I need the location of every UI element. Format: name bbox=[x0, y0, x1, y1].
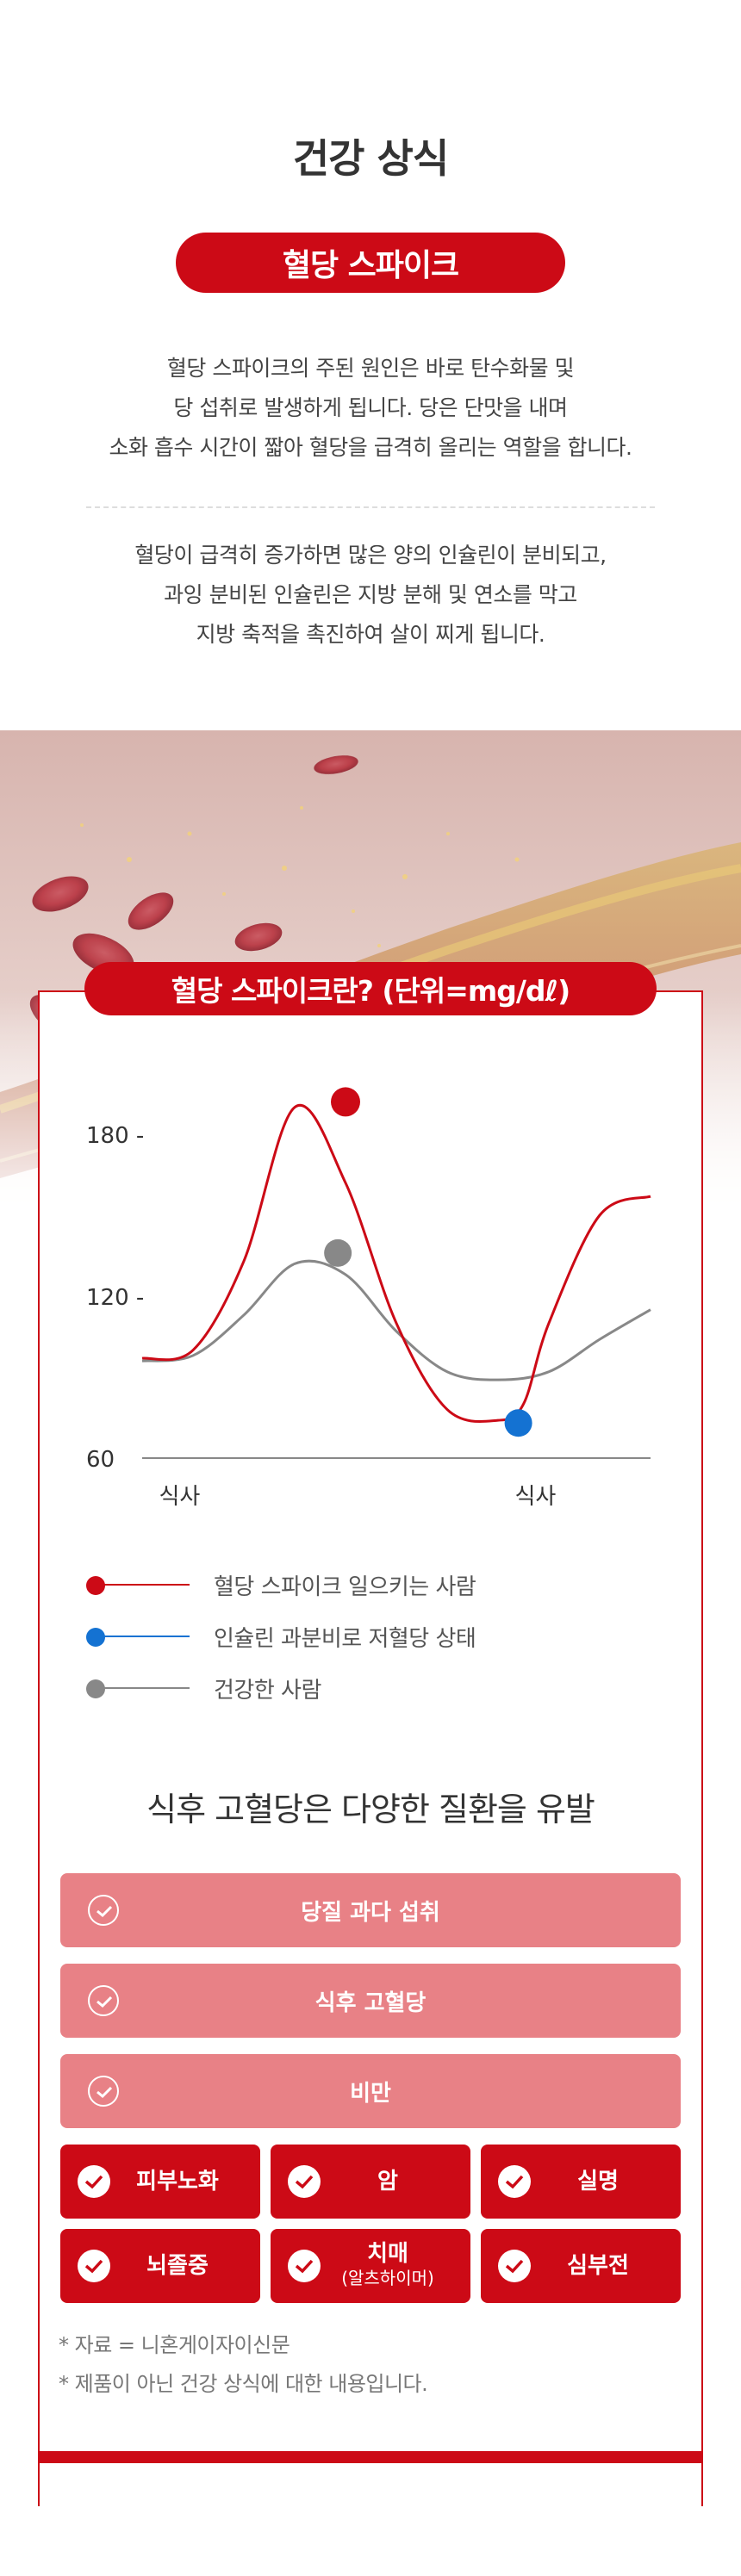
cause-label: 당질 과다 섭취 bbox=[301, 1899, 440, 1926]
chart-legend: 혈당 스파이크 일으키는 사람 인슐린 과분비로 저혈당 상태 건강한 사람 bbox=[86, 1559, 476, 1714]
intro-line: 당 섭취로 발생하게 됩니다. 당은 단맛을 내며 bbox=[173, 395, 568, 420]
condition-label-group: 치매 (알츠하이머) bbox=[341, 2242, 434, 2290]
legend-item-spike: 혈당 스파이크 일으키는 사람 bbox=[86, 1559, 476, 1611]
topic-label: 혈당 스파이크 bbox=[282, 248, 459, 283]
condition-sublabel: (알츠하이머) bbox=[341, 2268, 434, 2288]
series-line-healthy bbox=[141, 1259, 651, 1381]
chart-title: 혈당 스파이크란? (단위=mg/dℓ) bbox=[171, 974, 570, 1008]
intro-paragraph-1: 혈당 스파이크의 주된 원인은 바로 탄수화물 및 당 섭취로 발생하게 됩니다… bbox=[0, 349, 741, 468]
condition-item: 실명 bbox=[481, 2145, 681, 2219]
y-tick-label: 180 - bbox=[86, 1123, 144, 1149]
condition-item: 치매 (알츠하이머) bbox=[271, 2229, 470, 2303]
condition-label: 심부전 bbox=[567, 2253, 629, 2279]
series-line-spike bbox=[141, 1103, 651, 1424]
disclaimer-note: * 제품이 아닌 건강 상식에 대한 내용입니다. bbox=[59, 2372, 428, 2396]
marker-spike-peak bbox=[331, 1087, 360, 1117]
intro-line: 지방 축적을 촉진하여 살이 찌게 됩니다. bbox=[196, 622, 545, 647]
blood-sugar-chart: 180 - 120 - 60 식사 식사 bbox=[86, 1087, 651, 1510]
intro-line: 소화 흡수 시간이 짧아 혈당을 급격히 올리는 역할을 합니다. bbox=[109, 435, 632, 460]
legend-swatch bbox=[86, 1679, 190, 1698]
x-axis-label: 식사 bbox=[159, 1484, 201, 1510]
check-icon bbox=[88, 1985, 119, 2016]
check-icon bbox=[288, 2165, 321, 2198]
condition-item: 뇌졸중 bbox=[60, 2229, 260, 2303]
dashed-divider bbox=[86, 506, 655, 508]
condition-label: 암 bbox=[377, 2169, 398, 2194]
marker-healthy-peak bbox=[324, 1238, 352, 1267]
condition-item: 암 bbox=[271, 2145, 470, 2219]
legend-label: 건강한 사람 bbox=[214, 1677, 321, 1704]
card-bottom-bar bbox=[38, 2451, 703, 2463]
check-icon bbox=[78, 2250, 110, 2282]
legend-swatch bbox=[86, 1576, 190, 1595]
diseases-title: 식후 고혈당은 다양한 질환을 유발 bbox=[146, 1791, 595, 1828]
cause-label: 비만 bbox=[350, 2080, 391, 2107]
condition-label: 뇌졸중 bbox=[146, 2253, 209, 2279]
legend-item-hypoglycemia: 인슐린 과분비로 저혈당 상태 bbox=[86, 1611, 476, 1662]
x-axis-label: 식사 bbox=[515, 1484, 557, 1510]
intro-line: 혈당이 급격히 증가하면 많은 양의 인슐린이 분비되고, bbox=[134, 543, 607, 568]
chart-title-pill: 혈당 스파이크란? (단위=mg/dℓ) bbox=[84, 962, 657, 1015]
condition-item: 피부노화 bbox=[60, 2145, 260, 2219]
legend-swatch bbox=[86, 1628, 190, 1647]
y-tick-label: 120 - bbox=[86, 1285, 144, 1311]
source-note: * 자료 = 니혼게이자이신문 bbox=[59, 2333, 290, 2357]
check-icon bbox=[88, 2076, 119, 2107]
check-icon bbox=[498, 2165, 531, 2198]
condition-item: 심부전 bbox=[481, 2229, 681, 2303]
legend-label: 혈당 스파이크 일으키는 사람 bbox=[214, 1574, 476, 1600]
check-icon bbox=[78, 2165, 110, 2198]
legend-label: 인슐린 과분비로 저혈당 상태 bbox=[214, 1625, 476, 1652]
cause-item: 비만 bbox=[60, 2054, 681, 2128]
condition-label: 치매 bbox=[367, 2241, 408, 2267]
check-icon bbox=[498, 2250, 531, 2282]
cause-item: 당질 과다 섭취 bbox=[60, 1873, 681, 1947]
y-tick-label: 60 bbox=[86, 1447, 115, 1473]
intro-line: 혈당 스파이크의 주된 원인은 바로 탄수화물 및 bbox=[166, 356, 575, 381]
condition-label: 실명 bbox=[577, 2169, 619, 2194]
page-title: 건강 상식 bbox=[292, 135, 449, 182]
marker-hypoglycemia-low bbox=[504, 1409, 532, 1437]
check-icon bbox=[88, 1895, 119, 1926]
condition-label: 피부노화 bbox=[136, 2169, 219, 2194]
intro-paragraph-2: 혈당이 급격히 증가하면 많은 양의 인슐린이 분비되고, 과잉 분비된 인슐린… bbox=[0, 536, 741, 655]
topic-pill: 혈당 스파이크 bbox=[176, 233, 565, 293]
cause-label: 식후 고혈당 bbox=[314, 1989, 427, 2016]
check-icon bbox=[288, 2250, 321, 2282]
legend-item-healthy: 건강한 사람 bbox=[86, 1662, 476, 1714]
cause-item: 식후 고혈당 bbox=[60, 1964, 681, 2038]
intro-line: 과잉 분비된 인슐린은 지방 분해 및 연소를 막고 bbox=[164, 582, 577, 607]
